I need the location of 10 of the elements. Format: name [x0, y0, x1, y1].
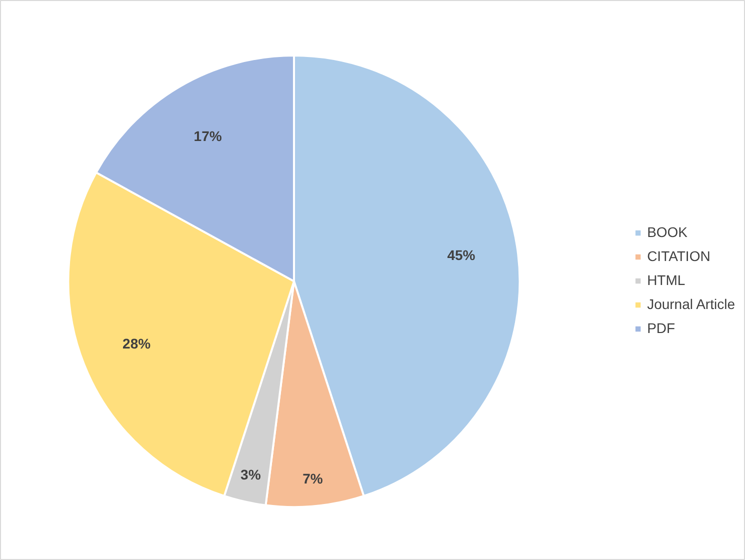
data-label: 28% [122, 335, 152, 352]
legend-label: HTML [647, 272, 686, 288]
legend-label: CITATION [647, 248, 710, 264]
legend-label: PDF [647, 320, 676, 336]
data-label: 7% [302, 470, 324, 487]
data-label: 45% [447, 246, 476, 263]
data-label: 17% [194, 128, 222, 144]
legend-label: BOOK [647, 224, 688, 240]
data-label: 3% [240, 466, 262, 483]
legend-label: Journal Article [647, 296, 735, 312]
